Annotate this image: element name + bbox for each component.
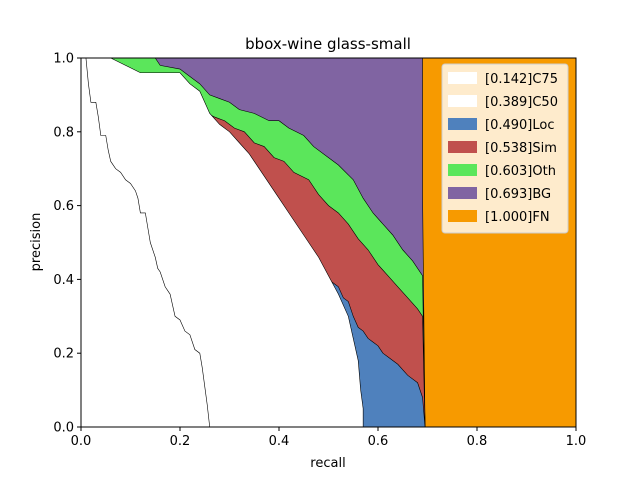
x-axis-label: recall — [310, 456, 345, 471]
legend-swatch-c75 — [448, 72, 477, 84]
axes-layer: 0.0 0.2 0.4 0.6 0.8 1.0 0.0 0.2 0.4 0.6 0.8 1.0 — [53, 52, 586, 450]
legend-swatch-loc — [448, 118, 477, 130]
legend-label-oth: [0.603]Oth — [485, 164, 556, 179]
x-tick-label: 1.0 — [566, 434, 587, 449]
legend-label-c75: [0.142]C75 — [485, 72, 558, 87]
x-tick-label: 0.0 — [71, 434, 92, 449]
y-tick-label: 0.0 — [53, 421, 74, 436]
y-axis-label: precision — [29, 213, 44, 272]
legend-label-c50: [0.389]C50 — [485, 95, 558, 110]
y-tick-label: 0.6 — [53, 199, 74, 214]
legend-swatch-c50 — [448, 95, 477, 107]
y-tick-label: 0.8 — [53, 125, 74, 140]
y-tick-label: 0.2 — [53, 347, 74, 362]
legend-label-fn: [1.000]FN — [485, 210, 550, 225]
legend-label-sim: [0.538]Sim — [485, 141, 557, 156]
series-line-oth — [85, 57, 426, 428]
chart-title: bbox-wine glass-small — [245, 35, 411, 53]
legend-label-loc: [0.490]Loc — [485, 118, 554, 133]
x-tick-label: 0.8 — [467, 434, 488, 449]
x-tick-label: 0.4 — [269, 434, 290, 449]
axes-frame — [80, 57, 577, 428]
x-tick-label: 0.2 — [170, 434, 191, 449]
legend-swatch-fn — [448, 210, 477, 222]
series-layer — [81, 57, 577, 428]
series-line-c75 — [81, 57, 210, 428]
legend-swatch-bg — [448, 187, 477, 199]
legend-swatch-sim — [448, 141, 477, 153]
y-tick-label: 0.4 — [53, 273, 74, 288]
series-line-c50 — [81, 57, 364, 427]
legend-swatch-oth — [448, 164, 477, 176]
x-tick-label: 0.6 — [368, 434, 389, 449]
legend: [0.142]C75 [0.389]C50 [0.490]Loc [0.538]Sim… — [441, 63, 569, 234]
legend-label-bg: [0.693]BG — [485, 187, 551, 202]
series-area-c75 — [81, 58, 210, 427]
y-tick-label: 1.0 — [53, 52, 74, 67]
